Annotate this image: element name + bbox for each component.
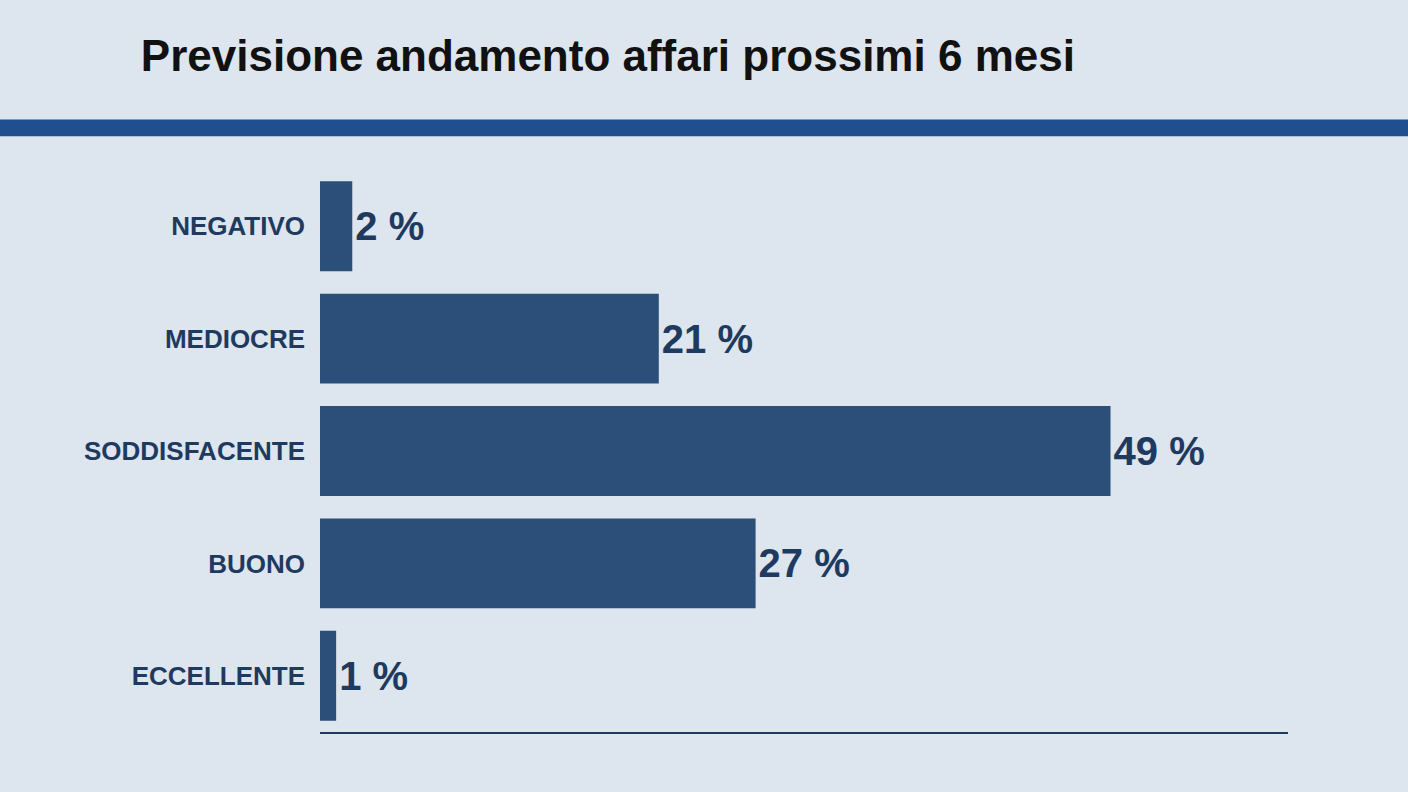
svg-text:27 %: 27 % xyxy=(759,541,850,585)
svg-text:1 %: 1 % xyxy=(339,654,408,698)
svg-text:2 %: 2 % xyxy=(355,204,424,248)
svg-text:BUONO: BUONO xyxy=(208,549,305,579)
svg-text:ECCELLENTE: ECCELLENTE xyxy=(132,661,305,691)
svg-text:SODDISFACENTE: SODDISFACENTE xyxy=(84,436,305,466)
svg-text:Previsione andamento affari pr: Previsione andamento affari prossimi 6 m… xyxy=(141,31,1075,80)
svg-text:NEGATIVO: NEGATIVO xyxy=(171,211,305,241)
svg-text:MEDIOCRE: MEDIOCRE xyxy=(165,324,305,354)
svg-text:21 %: 21 % xyxy=(662,317,753,361)
svg-text:49 %: 49 % xyxy=(1114,429,1205,473)
